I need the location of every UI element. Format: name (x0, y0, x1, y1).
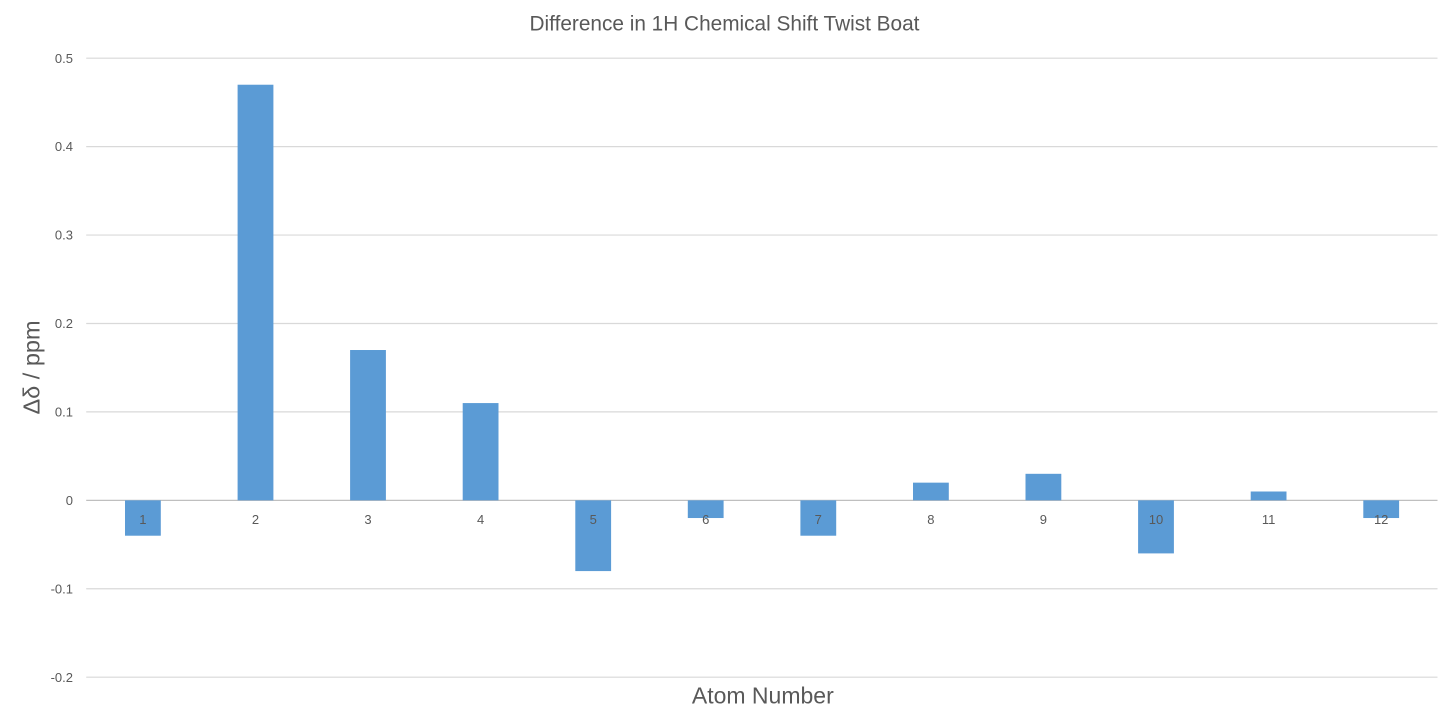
svg-text:11: 11 (1262, 512, 1276, 527)
svg-text:-0.1: -0.1 (51, 581, 73, 596)
svg-text:6: 6 (702, 512, 709, 527)
svg-text:1: 1 (139, 512, 146, 527)
svg-text:5: 5 (590, 512, 597, 527)
svg-text:10: 10 (1149, 512, 1163, 527)
svg-text:Δδ / ppm: Δδ / ppm (18, 320, 44, 414)
svg-text:0.5: 0.5 (55, 51, 73, 66)
svg-text:-0.2: -0.2 (51, 670, 73, 685)
svg-text:0.2: 0.2 (55, 316, 73, 331)
svg-text:0.3: 0.3 (55, 228, 73, 243)
svg-text:Difference in 1H Chemical Shif: Difference in 1H Chemical Shift Twist Bo… (530, 13, 920, 36)
svg-text:3: 3 (364, 512, 371, 527)
svg-text:8: 8 (927, 512, 934, 527)
svg-text:0.1: 0.1 (55, 405, 73, 420)
svg-text:9: 9 (1040, 512, 1047, 527)
svg-text:2: 2 (252, 512, 259, 527)
svg-text:12: 12 (1374, 512, 1388, 527)
svg-text:0.4: 0.4 (55, 139, 73, 154)
svg-text:7: 7 (815, 512, 822, 527)
svg-text:0: 0 (66, 493, 73, 508)
svg-text:Atom Number: Atom Number (692, 683, 834, 709)
svg-text:4: 4 (477, 512, 484, 527)
